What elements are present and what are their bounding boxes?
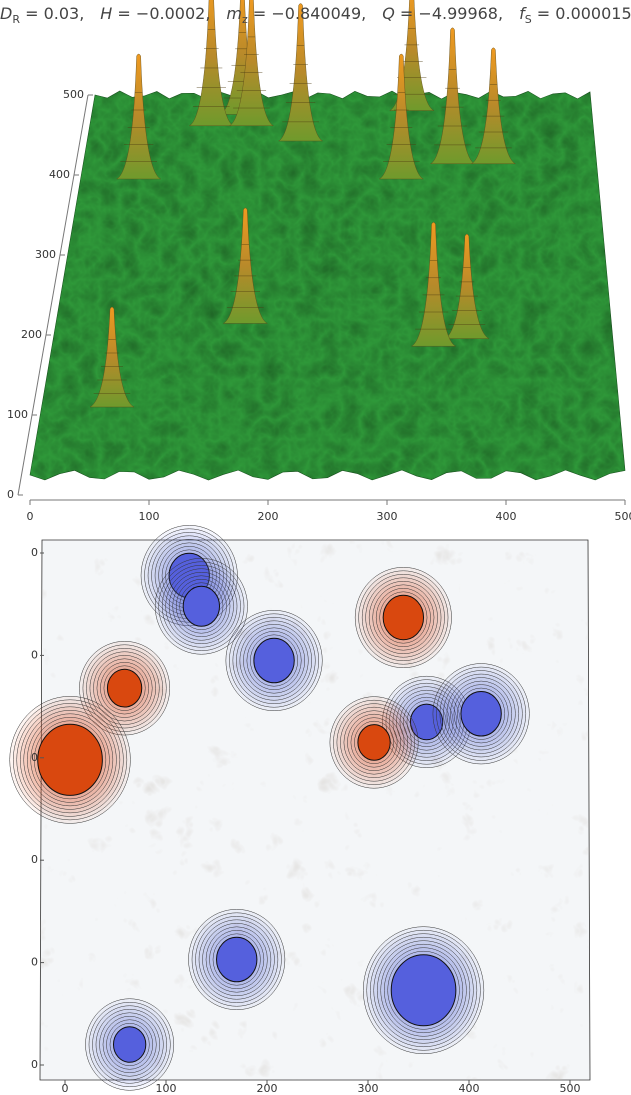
x-tick-label: 100 <box>156 1082 177 1095</box>
blob <box>382 594 425 641</box>
peak <box>89 306 135 408</box>
y-tick-label: 400 <box>49 168 70 181</box>
x-tick-label: 100 <box>139 510 160 523</box>
param-value: −0.0002 <box>135 4 206 23</box>
y-tick-label: 0 <box>31 648 38 661</box>
param-symbol: D <box>0 4 13 23</box>
peak <box>379 53 424 180</box>
y-tick-label: 0 <box>31 853 38 866</box>
blob <box>409 703 444 741</box>
param-separator: = <box>399 4 414 23</box>
peak <box>116 53 161 180</box>
param-symbol: f <box>519 4 525 23</box>
y-tick-label: 200 <box>21 328 42 341</box>
x-tick-label: 400 <box>496 510 517 523</box>
y-tick-label: 0 <box>31 546 38 559</box>
param-separator: = <box>117 4 131 23</box>
title: DR = 0.03, H = −0.0002, mz = −0.840049, … <box>0 4 631 27</box>
y-tick-label: 0 <box>31 1058 38 1071</box>
y-tick-label: 0 <box>31 956 38 969</box>
peak <box>189 0 234 126</box>
x-tick-label: 500 <box>560 1082 581 1095</box>
peak <box>223 207 268 324</box>
x-tick-label: 200 <box>258 510 279 523</box>
param-subscript: z <box>242 13 248 27</box>
y-tick-label: 300 <box>35 248 56 261</box>
peak <box>471 47 516 164</box>
x-tick-label: 200 <box>257 1082 278 1095</box>
param-value: 0.000015 <box>555 4 631 23</box>
param-separator: = <box>252 4 267 23</box>
x-tick-label: 0 <box>62 1082 69 1095</box>
param-symbol: H <box>100 4 113 23</box>
blob <box>182 585 221 627</box>
blob <box>253 637 295 684</box>
param-separator: = <box>536 4 551 23</box>
param-symbol: Q <box>382 4 395 23</box>
blob <box>460 691 502 737</box>
x-tick-label: 300 <box>377 510 398 523</box>
x-tick-label: 400 <box>459 1082 480 1095</box>
blob <box>390 954 457 1027</box>
param-value: −0.840049 <box>271 4 362 23</box>
param-separator: = <box>25 4 39 23</box>
y-tick-label: 0 <box>31 751 38 764</box>
y-axis <box>17 94 89 496</box>
param-subscript: S <box>524 13 532 27</box>
blob <box>112 1026 147 1063</box>
map-texture <box>40 540 590 1080</box>
peak <box>430 27 475 164</box>
peak <box>444 233 489 339</box>
y-tick-label: 0 <box>7 488 14 501</box>
x-tick-label: 500 <box>615 510 631 523</box>
peak <box>229 0 274 126</box>
blob <box>37 723 103 796</box>
surface-texture <box>30 91 625 480</box>
peak <box>411 222 456 347</box>
param-value: −4.99968 <box>418 4 498 23</box>
param-value: 0.03 <box>43 4 80 23</box>
peak <box>278 3 323 142</box>
blob <box>357 724 391 761</box>
param-symbol: m <box>226 4 242 23</box>
x-tick-label: 0 <box>27 510 34 523</box>
x-tick-label: 300 <box>358 1082 379 1095</box>
param-subscript: R <box>12 13 20 27</box>
y-tick-label: 100 <box>7 408 28 421</box>
blob <box>106 668 143 708</box>
y-tick-label: 500 <box>63 88 84 101</box>
blob <box>216 936 258 983</box>
